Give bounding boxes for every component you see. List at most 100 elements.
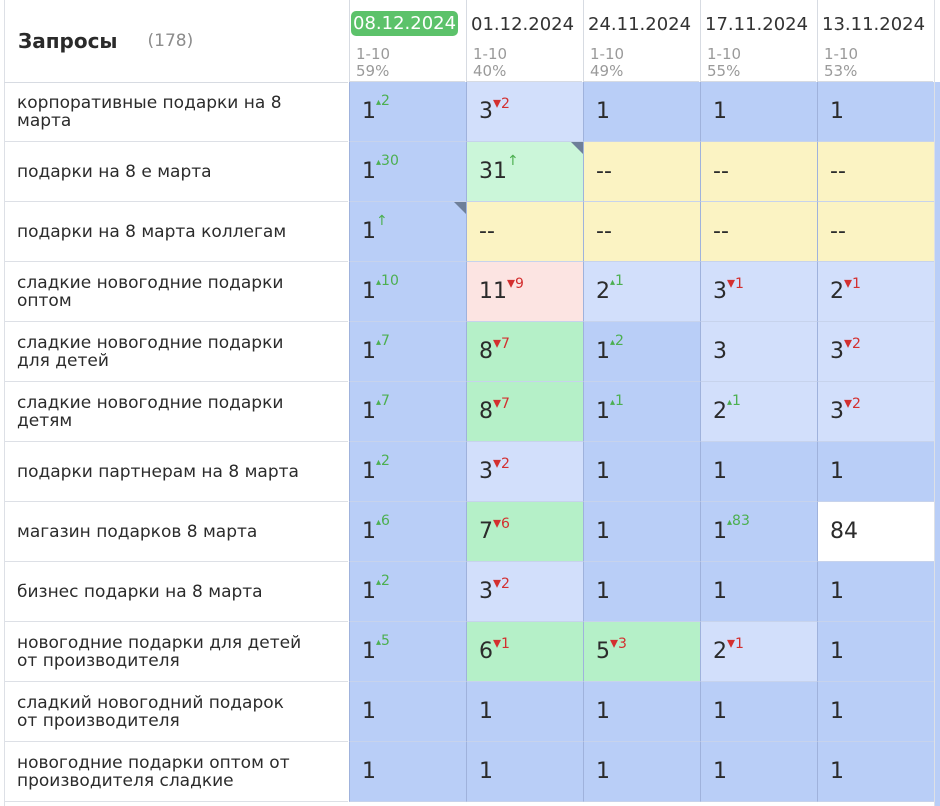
position-cell[interactable]: 3 ▾2 — [817, 322, 934, 382]
position-cell[interactable]: 7 ▾6 — [466, 502, 583, 562]
position-cell[interactable]: 1 ▴2 — [349, 442, 466, 502]
position-cell[interactable]: 1 — [700, 442, 817, 502]
top-range-percent: 59% — [356, 62, 390, 80]
position-cell[interactable]: 2 ▾1 — [700, 622, 817, 682]
position-cell[interactable]: -- — [466, 202, 583, 262]
position-cell[interactable]: 1 ▴6 — [349, 502, 466, 562]
position-cell[interactable]: 84 — [817, 502, 934, 562]
date-column-header[interactable]: 08.12.2024 1-10 59% — [349, 0, 465, 82]
position-cell[interactable]: 1 ▴7 — [349, 322, 466, 382]
query-cell[interactable]: подарки партнерам на 8 марта — [4, 442, 348, 502]
position-cell[interactable]: -- — [583, 142, 700, 202]
position-down-change: ▾2 — [844, 333, 861, 352]
date-column-header[interactable]: 17.11.2024 1-10 55% — [700, 0, 816, 82]
position-cell[interactable]: 1 — [466, 682, 583, 742]
position-cell[interactable]: 1 ▴2 — [349, 82, 466, 142]
position-cell[interactable]: 1 — [583, 562, 700, 622]
position-cell[interactable]: 1 — [583, 742, 700, 802]
position-cell[interactable]: 3 ▾2 — [817, 382, 934, 442]
position-cell[interactable]: 2 ▾1 — [817, 262, 934, 322]
position-cell[interactable]: 3 ▾1 — [700, 262, 817, 322]
position-cell[interactable]: 1 ▴2 — [349, 562, 466, 622]
position-cell[interactable]: 1 — [817, 622, 934, 682]
query-text: подарки на 8 е марта — [17, 161, 212, 182]
change-value: 1 — [732, 393, 741, 409]
date-column-header[interactable]: 24.11.2024 1-10 49% — [583, 0, 699, 82]
top-range-percent: 40% — [473, 62, 507, 80]
position-cell[interactable]: 3 ▾2 — [466, 82, 583, 142]
position-cell[interactable]: 1 ▴5 — [349, 622, 466, 682]
position-cell[interactable]: -- — [817, 142, 934, 202]
position-cell[interactable]: 1 — [349, 742, 466, 802]
query-cell[interactable]: сладкие новогодние подарки детям — [4, 382, 348, 442]
position-cell[interactable]: 5 ▾3 — [583, 622, 700, 682]
query-cell[interactable]: подарки на 8 марта коллегам — [4, 202, 348, 262]
query-text: сладкий новогодний подарок от производит… — [17, 692, 284, 731]
queries-column-header[interactable]: Запросы (178) — [4, 0, 348, 83]
comment-corner-icon[interactable] — [571, 142, 583, 154]
position-cell[interactable]: 1 — [349, 682, 466, 742]
position-cell[interactable]: 1 — [700, 742, 817, 802]
position-cell[interactable]: 1 — [466, 742, 583, 802]
position-cell[interactable]: 1 — [700, 682, 817, 742]
position-value: 1 — [596, 759, 610, 784]
position-cell[interactable]: 2 ▴1 — [583, 262, 700, 322]
position-cell[interactable]: 1 — [583, 682, 700, 742]
date-column-header[interactable]: 13.11.2024 1-10 53% — [817, 0, 933, 82]
query-cell[interactable]: новогодние подарки оптом от производител… — [4, 742, 348, 802]
position-cell[interactable]: 1 — [817, 82, 934, 142]
position-value: 3 — [830, 399, 844, 424]
position-cell[interactable]: 8 ▾7 — [466, 322, 583, 382]
position-cell[interactable]: 1 — [700, 562, 817, 622]
position-cell[interactable]: 1 — [583, 82, 700, 142]
position-value: 1 — [362, 639, 376, 664]
position-value: 3 — [830, 339, 844, 364]
query-cell[interactable]: корпоративные подарки на 8 марта — [4, 82, 348, 142]
position-cell[interactable]: 8 ▾7 — [466, 382, 583, 442]
position-cell[interactable]: 1 — [700, 82, 817, 142]
triangle-down-icon: ▾ — [493, 393, 502, 412]
query-cell[interactable]: новогодние подарки для детей от производ… — [4, 622, 348, 682]
query-cell[interactable]: подарки на 8 е марта — [4, 142, 348, 202]
position-value: 1 — [362, 759, 376, 784]
query-cell[interactable]: магазин подарков 8 марта — [4, 502, 348, 562]
position-cell[interactable]: -- — [700, 202, 817, 262]
query-cell[interactable]: сладкие новогодние подарки для детей — [4, 322, 348, 382]
position-value: 1 — [713, 519, 727, 544]
position-cell[interactable]: 1 — [583, 442, 700, 502]
position-cell[interactable]: 2 ▴1 — [700, 382, 817, 442]
position-cell[interactable]: 11 ▾9 — [466, 262, 583, 322]
position-cell[interactable]: -- — [583, 202, 700, 262]
position-cell[interactable]: 1 ▴7 — [349, 382, 466, 442]
position-cell[interactable]: 1 — [817, 682, 934, 742]
position-value: 1 — [479, 699, 493, 724]
position-cell[interactable]: 1 ▴83 — [700, 502, 817, 562]
change-value: 2 — [381, 93, 390, 109]
position-cell[interactable]: 1 ▴10 — [349, 262, 466, 322]
position-cell[interactable]: 6 ▾1 — [466, 622, 583, 682]
position-cell[interactable]: 3 ▾2 — [466, 562, 583, 622]
position-cell[interactable]: -- — [700, 142, 817, 202]
query-cell[interactable]: бизнес подарки на 8 марта — [4, 562, 348, 622]
position-up-change: ▴1 — [727, 393, 741, 409]
query-cell[interactable]: сладкий новогодний подарок от производит… — [4, 682, 348, 742]
position-cell[interactable]: 3 ▾2 — [466, 442, 583, 502]
position-cell[interactable]: 1 ↑ — [349, 202, 466, 262]
triangle-up-icon: ▴ — [376, 337, 382, 348]
position-cell[interactable]: -- — [817, 202, 934, 262]
position-cell[interactable]: 3 — [700, 322, 817, 382]
position-cell[interactable]: 31 ↑ — [466, 142, 583, 202]
position-up-change: ▴7 — [376, 393, 390, 409]
position-cell[interactable]: 1 — [583, 502, 700, 562]
position-cell[interactable]: 1 — [817, 562, 934, 622]
position-cell[interactable]: 1 ▴2 — [583, 322, 700, 382]
position-up-change: ▴5 — [376, 633, 390, 649]
comment-corner-icon[interactable] — [454, 202, 466, 214]
query-cell[interactable]: сладкие новогодние подарки оптом — [4, 262, 348, 322]
position-down-change: ▾1 — [727, 273, 744, 292]
position-cell[interactable]: 1 ▴1 — [583, 382, 700, 442]
position-cell[interactable]: 1 ▴30 — [349, 142, 466, 202]
position-cell[interactable]: 1 — [817, 742, 934, 802]
position-cell[interactable]: 1 — [817, 442, 934, 502]
date-column-header[interactable]: 01.12.2024 1-10 40% — [466, 0, 582, 82]
